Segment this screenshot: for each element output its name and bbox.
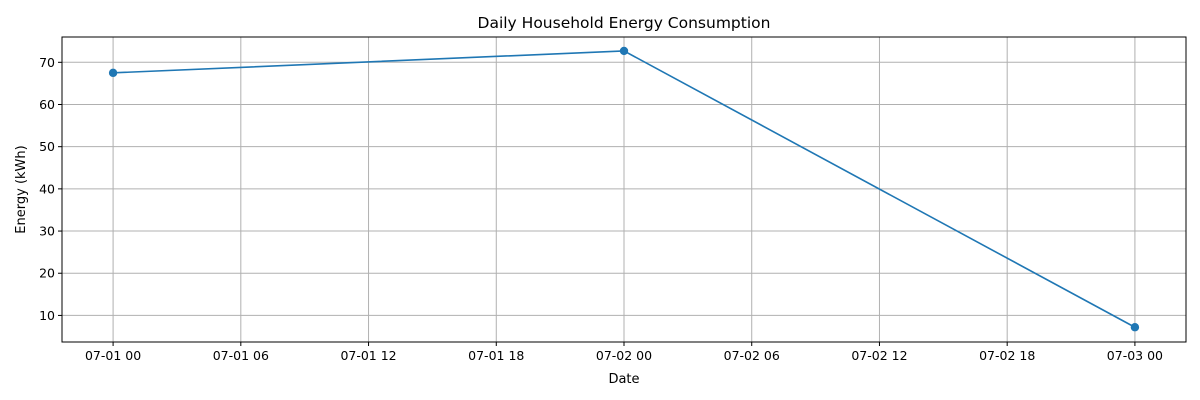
- y-tick-label: 20: [39, 266, 55, 281]
- y-tick-label: 10: [39, 308, 55, 323]
- y-tick-label: 40: [39, 181, 55, 196]
- x-tick-label: 07-03 00: [1107, 348, 1163, 363]
- series-layer: [108, 46, 1140, 332]
- x-axis: 07-01 00 07-01 06 07-01 12 07-01 18 07-02 00…: [85, 342, 1163, 363]
- x-tick-label: 07-01 12: [340, 348, 396, 363]
- x-tick-label: 07-02 06: [724, 348, 780, 363]
- data-point: [619, 46, 629, 56]
- x-tick-label: 07-02 00: [596, 348, 652, 363]
- x-tick-label: 07-01 18: [468, 348, 524, 363]
- grid-lines: [62, 37, 1186, 342]
- y-tick-label: 30: [39, 224, 55, 239]
- data-point: [108, 68, 118, 78]
- y-tick-label: 50: [39, 139, 55, 154]
- y-tick-label: 60: [39, 97, 55, 112]
- x-tick-label: 07-02 18: [979, 348, 1035, 363]
- x-tick-label: 07-01 00: [85, 348, 141, 363]
- x-axis-label: Date: [608, 372, 639, 387]
- chart-title: Daily Household Energy Consumption: [478, 14, 771, 32]
- y-tick-label: 70: [39, 55, 55, 70]
- x-tick-label: 07-02 12: [851, 348, 907, 363]
- x-tick-label: 07-01 06: [213, 348, 269, 363]
- y-axis-label: Energy (kWh): [14, 145, 29, 233]
- y-axis: 10 20 30 40 50 60 70: [39, 55, 62, 323]
- data-point: [1130, 323, 1140, 332]
